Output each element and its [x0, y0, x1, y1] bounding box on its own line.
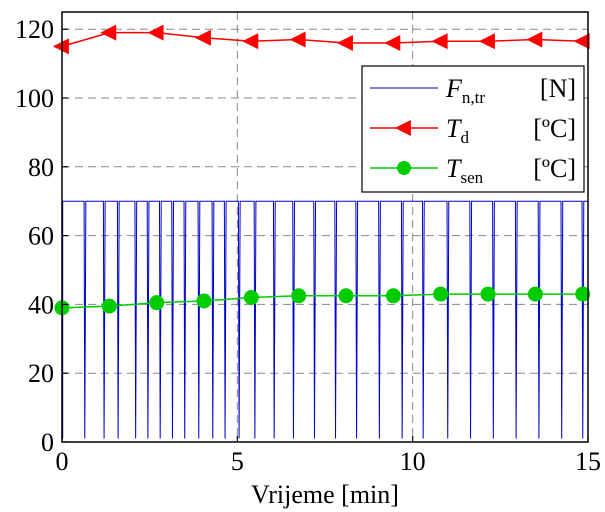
legend-label: Td	[446, 114, 469, 147]
tsen-point	[291, 288, 307, 304]
tsen-point	[575, 286, 591, 302]
legend-label: Tsen	[446, 154, 484, 187]
x-axis-title: Vrijeme [min]	[251, 480, 399, 509]
td-point	[194, 29, 211, 46]
legend-unit: [ºC]	[533, 114, 576, 143]
td-point	[336, 34, 353, 51]
plot-frame	[61, 11, 589, 443]
legend-symbol: F	[445, 74, 463, 103]
tsen-point	[243, 290, 259, 306]
legend-subscript: n,tr	[462, 88, 485, 107]
y-tick-label-100: 100	[15, 84, 54, 113]
tsen-point	[385, 288, 401, 304]
td-point	[100, 24, 117, 41]
y-tick-label-80: 80	[28, 153, 54, 182]
y-tick-label-120: 120	[15, 15, 54, 44]
legend-swatch-marker	[397, 161, 411, 175]
legend-unit: [ºC]	[533, 154, 576, 183]
tsen-point	[101, 298, 117, 314]
series-tsen	[54, 286, 591, 316]
td-point	[431, 33, 448, 50]
x-tick-label-5: 5	[231, 447, 244, 476]
tsen-point	[338, 288, 354, 304]
x-tick-label-15: 15	[575, 447, 601, 476]
tsen-point	[433, 286, 449, 302]
legend-label: Fn,tr	[445, 74, 485, 107]
series-td	[52, 24, 590, 55]
tsen-point	[196, 293, 212, 309]
fntr-line	[62, 200, 588, 439]
legend-unit: [N]	[540, 74, 576, 103]
td-point	[289, 31, 306, 48]
td-point	[478, 33, 495, 50]
td-point	[242, 33, 259, 50]
x-tick-label-0: 0	[56, 447, 69, 476]
x-tick-label-10: 10	[400, 447, 426, 476]
legend-symbol: T	[446, 154, 462, 183]
tsen-line	[61, 293, 583, 309]
legend-entry-td: Td [ºC]	[370, 114, 576, 147]
tsen-point	[527, 286, 543, 302]
td-point	[384, 34, 401, 51]
series-fntr	[62, 200, 588, 439]
legend-entry-fntr: Fn,tr [N]	[370, 74, 576, 107]
y-tick-label-40: 40	[28, 290, 54, 319]
td-point	[52, 38, 69, 55]
td-point	[526, 31, 543, 48]
tick-labels: 0 5 10 15 0 20 40 60 80 100 120	[15, 15, 601, 476]
td-line	[61, 31, 583, 48]
legend: Fn,tr [N] Td [ºC] Tsen [ºC]	[361, 65, 585, 193]
tsen-point	[480, 286, 496, 302]
legend-entry-tsen: Tsen [ºC]	[370, 154, 576, 187]
legend-subscript: sen	[460, 168, 483, 187]
legend-symbol: T	[446, 114, 462, 143]
legend-subscript: d	[460, 128, 469, 147]
y-tick-label-20: 20	[28, 359, 54, 388]
y-tick-label-0: 0	[41, 428, 54, 457]
tsen-point	[149, 295, 165, 311]
td-point	[573, 33, 590, 50]
legend-swatch-marker	[394, 119, 411, 137]
td-point	[147, 24, 164, 41]
y-tick-label-60: 60	[28, 222, 54, 251]
